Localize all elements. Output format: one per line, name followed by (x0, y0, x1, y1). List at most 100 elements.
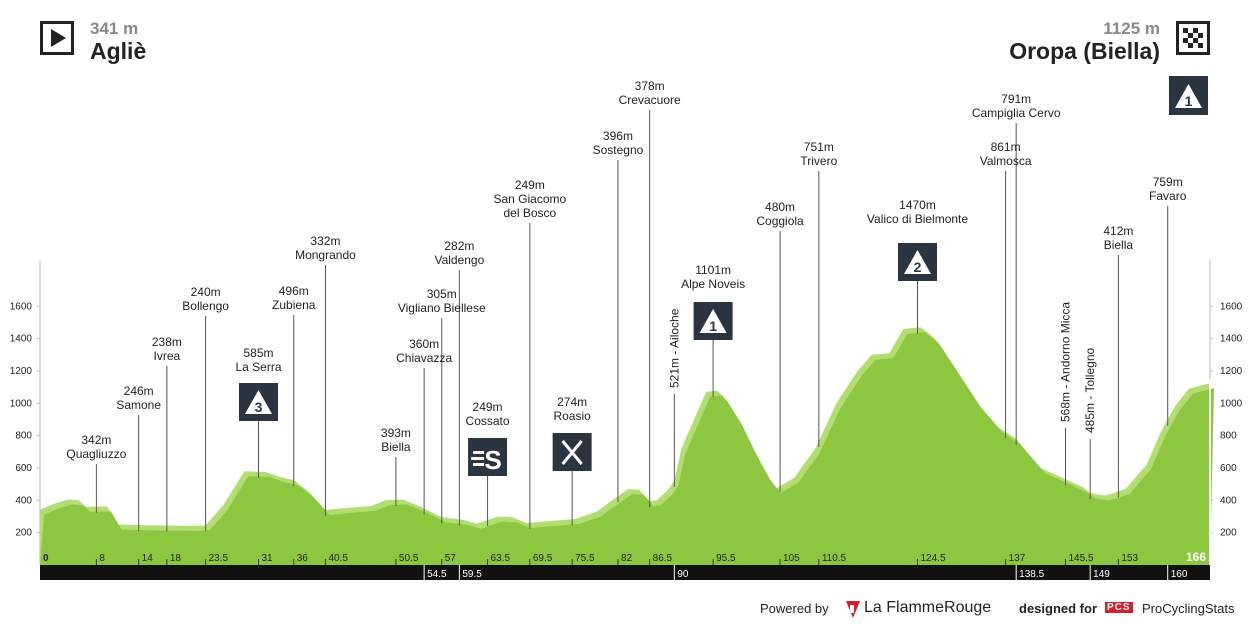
waypoint-altitude: 249m (473, 400, 503, 414)
km-bar (40, 565, 1210, 580)
waypoint-altitude: 1470m (899, 198, 936, 212)
waypoint-name: Cossato (466, 414, 510, 428)
start-flag-icon (40, 21, 74, 55)
start-name: Agliè (90, 38, 147, 64)
y-tick-label-right: 1000 (1220, 398, 1243, 409)
waypoint-altitude: 861m (991, 140, 1021, 154)
waypoint-name: del Bosco (503, 206, 556, 220)
sprint-letter: S (484, 445, 501, 475)
y-tick-label-right: 200 (1220, 528, 1237, 539)
waypoint-name: Zubiena (272, 298, 316, 312)
finish-elevation: 1125 m (1103, 19, 1160, 38)
waypoint-name: Vigliano Biellese (398, 301, 486, 315)
y-tick-label-left: 400 (15, 495, 32, 506)
kom-2-icon: 2 (898, 243, 937, 281)
km-tick-label: 14 (142, 553, 154, 564)
waypoint-altitude: 240m (191, 285, 221, 299)
waypoint-vertical-label: 485m - Tollegno (1083, 348, 1097, 433)
waypoint-altitude: 1101m (695, 263, 731, 277)
waypoint-name: Ivrea (154, 349, 181, 363)
waypoint-name: Bollengo (182, 299, 229, 313)
waypoint-altitude: 282m (444, 239, 474, 253)
pcs-logo: PCS (1105, 602, 1133, 613)
sprint-line (471, 457, 485, 460)
y-tick-label-right: 1400 (1220, 334, 1243, 345)
waypoint-altitude: 393m (381, 426, 411, 440)
kom-triangle (699, 309, 727, 333)
km-tick-label: 63.5 (491, 553, 511, 564)
sprint-line (473, 451, 485, 454)
bar-km-label: 149 (1093, 569, 1110, 580)
waypoint-altitude: 378m (635, 79, 665, 93)
waypoint-altitude: 751m (804, 140, 834, 154)
waypoint-name: Valdengo (434, 253, 484, 267)
y-tick-label-right: 400 (1220, 495, 1237, 506)
y-tick-label-left: 1600 (10, 301, 33, 312)
kom-category-label: 1 (709, 318, 717, 334)
y-tick-label-left: 600 (15, 463, 32, 474)
waypoint-altitude: 332m (310, 234, 340, 248)
waypoint-altitude: 759m (1153, 175, 1183, 189)
bar-km-label: 138.5 (1019, 569, 1044, 580)
waypoint-name: Sostegno (593, 143, 644, 157)
knife (561, 440, 583, 465)
feed-zone-icon (552, 433, 592, 471)
waypoint-altitude: 412m (1103, 224, 1133, 238)
waypoint-altitude: 585m (243, 346, 273, 360)
km-tick-label: 124.5 (921, 553, 946, 564)
waypoint-altitude: 342m (81, 433, 111, 447)
kom-category-label: 3 (255, 399, 263, 415)
finish-kom-category: 1 (1185, 93, 1193, 109)
y-tick-label-right: 800 (1220, 431, 1237, 442)
km-tick-label: 145.5 (1069, 553, 1094, 564)
sprint-icon: S (468, 438, 508, 476)
waypoint-altitude: 274m (557, 395, 587, 409)
km-tick-label: 75.5 (575, 553, 595, 564)
y-tick-label-left: 200 (15, 528, 32, 539)
km-start-label: 0 (43, 553, 49, 564)
kom-triangle (904, 250, 931, 274)
start-elevation: 341 m (90, 19, 139, 38)
profile-edge-mask (1209, 380, 1211, 565)
waypoint-name: Coggiola (756, 214, 804, 228)
waypoint-name: Biella (1104, 238, 1134, 252)
profile-area (40, 332, 1214, 565)
waypoint-name: Trivero (800, 154, 837, 168)
waypoint-name: San Giacomo (493, 192, 566, 206)
finish-kom-1-icon: 1 (1169, 76, 1208, 115)
bar-km-label: 90 (677, 569, 689, 580)
waypoint-name: Crevacuore (619, 93, 681, 107)
waypoint-name: Samone (116, 398, 161, 412)
y-tick-label-right: 1200 (1220, 366, 1243, 377)
y-tick-label-left: 800 (15, 431, 32, 442)
waypoint-vertical-label: 568m - Andorno Micca (1059, 302, 1073, 422)
km-tick-label: 82 (621, 553, 633, 564)
waypoint-altitude: 360m (409, 337, 439, 351)
waypoint-name: Mongrando (295, 248, 356, 262)
bar-km-label: 160 (1171, 569, 1188, 580)
waypoint-name: Chiavazza (396, 351, 452, 365)
y-tick-label-left: 1000 (10, 398, 33, 409)
finish-name: Oropa (Biella) (1009, 38, 1160, 64)
waypoint-name: Quagliuzzo (66, 447, 126, 461)
km-tick-label: 36 (297, 553, 309, 564)
flamme-rouge-logo-icon (844, 599, 862, 622)
bar-km-label: 59.5 (462, 569, 482, 580)
y-tick-label-left: 1400 (10, 334, 33, 345)
km-tick-label: 50.5 (399, 553, 419, 564)
waypoint-altitude: 238m (152, 335, 182, 349)
kom-category-label: 2 (914, 259, 922, 275)
km-tick-label: 57 (445, 553, 457, 564)
footer: Powered by La FlammeRouge designed for P… (760, 599, 1248, 619)
waypoint-altitude: 305m (427, 287, 457, 301)
waypoint-name: Roasio (553, 409, 591, 423)
pcs-name: ProCyclingStats (1142, 601, 1235, 616)
km-tick-label: 153 (1121, 553, 1138, 564)
km-tick-label: 18 (170, 553, 182, 564)
km-tick-label: 40.5 (328, 553, 348, 564)
km-end-label: 166 (1186, 550, 1206, 564)
y-tick-label-right: 1600 (1220, 301, 1243, 312)
km-tick-label: 31 (261, 553, 273, 564)
